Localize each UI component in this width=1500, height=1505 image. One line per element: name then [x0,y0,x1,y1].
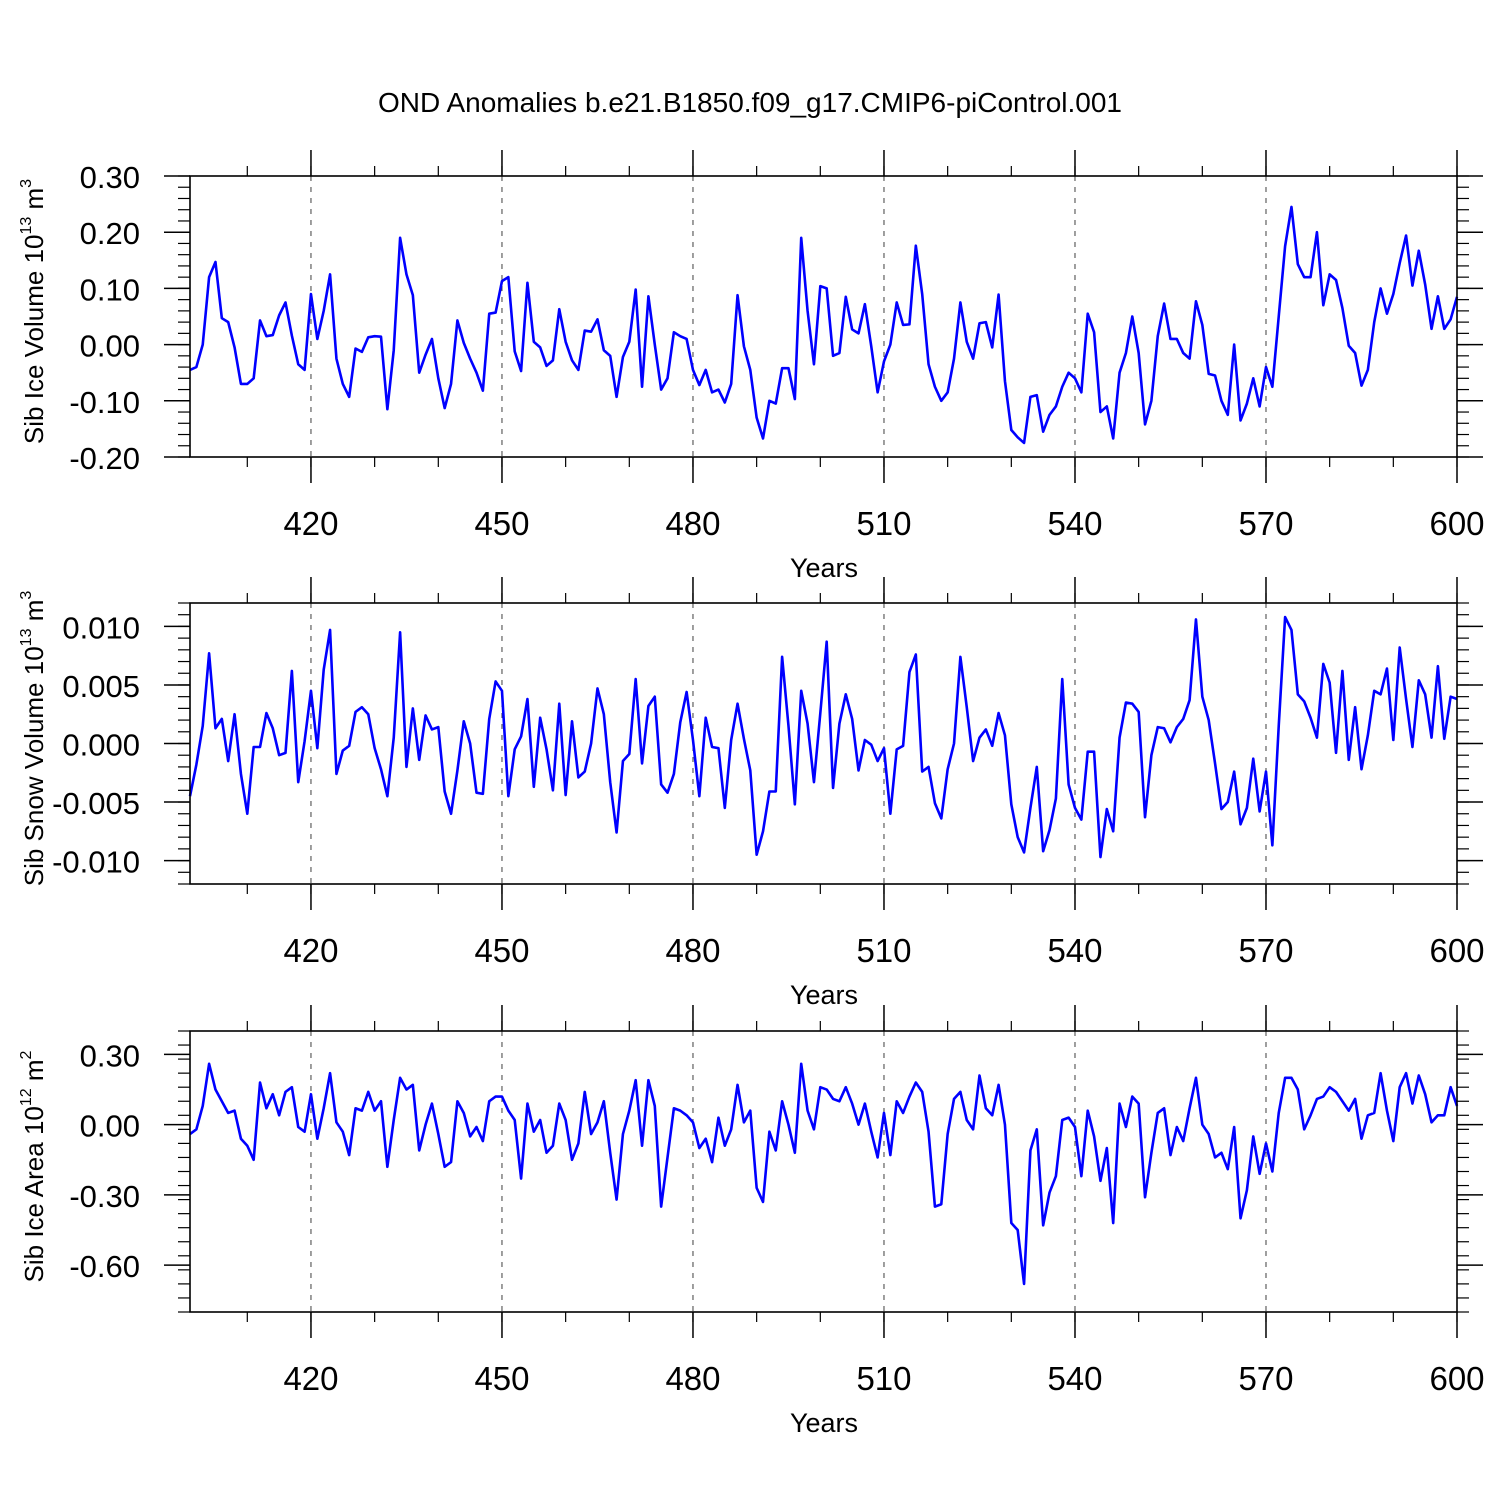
y-tick-label: 0.000 [62,728,140,763]
y-tick-label: 0.20 [80,216,140,251]
y-tick-label: -0.005 [52,786,140,821]
x-axis-label: Years [790,1408,858,1438]
y-axis-label-unit: m [19,188,49,217]
x-tick-label: 540 [1047,932,1102,969]
x-tick-label: 450 [474,1360,529,1397]
x-tick-label: 570 [1238,1360,1293,1397]
y-tick-label: 0.00 [80,329,140,364]
y-axis-label: Sib Ice Volume 1013 m3 [18,179,49,444]
y-tick-label: -0.010 [52,845,140,880]
x-tick-label: 450 [474,932,529,969]
x-tick-label: 510 [856,1360,911,1397]
plot-frame [189,1030,1458,1313]
y-axis-label-unit-exponent: 3 [18,179,35,188]
y-axis-label: Sib Ice Area 1012 m2 [18,1050,49,1282]
x-tick-label: 510 [856,505,911,542]
x-tick-label: 420 [283,505,338,542]
x-tick-label: 600 [1429,1360,1484,1397]
y-tick-label: 0.010 [62,610,140,645]
y-tick-label: 0.30 [80,160,140,195]
panel-1: 420 450 480 510 540 570 600 -0.20 -0.10 0.00 0.10 0… [18,150,1485,583]
y-tick-label: -0.10 [69,385,140,420]
series-line [189,205,1459,445]
panel-2: 420 450 480 510 540 570 600 -0.010 -0.005 0.000 0.… [18,577,1485,1010]
y-axis-label-exponent: 13 [18,628,35,646]
x-tick-label: 600 [1429,932,1484,969]
y-axis-label-unit-exponent: 3 [18,591,35,600]
x-tick-label: 480 [665,505,720,542]
plot-frame [189,602,1458,885]
y-tick-label: 0.30 [80,1038,140,1073]
y-axis-label-main: Sib Ice Area 10 [19,1106,49,1282]
y-axis-label-exponent: 13 [18,217,35,235]
y-axis-label-main: Sib Ice Volume 10 [19,235,49,445]
x-tick-label: 450 [474,505,529,542]
x-tick-label: 600 [1429,505,1484,542]
y-tick-label: 0.10 [80,272,140,307]
x-tick-label: 480 [665,932,720,969]
y-tick-label: 0.005 [62,669,140,704]
x-axis-label: Years [790,980,858,1010]
x-tick-label: 540 [1047,1360,1102,1397]
y-axis-label-exponent: 12 [18,1088,35,1106]
series-line [188,615,1458,859]
y-axis-label-main: Sib Snow Volume 10 [19,646,49,886]
y-tick-label: -0.60 [69,1249,140,1284]
panel-3: 420 450 480 510 540 570 600 -0.60 -0.30 0.00 0.30 Y… [18,1005,1485,1438]
y-tick-label: 0.00 [80,1109,140,1144]
y-axis-label: Sib Snow Volume 1013 m3 [18,591,49,887]
x-tick-label: 480 [665,1360,720,1397]
series-line [189,1062,1459,1286]
x-tick-label: 570 [1238,932,1293,969]
y-axis-label-unit: m [19,1059,49,1088]
main-title: OND Anomalies b.e21.B1850.f09_g17.CMIP6-… [378,87,1122,118]
y-tick-label: -0.30 [69,1179,140,1214]
x-tick-label: 570 [1238,505,1293,542]
x-axis-label: Years [790,553,858,583]
y-tick-label: -0.20 [69,441,140,476]
x-tick-label: 420 [283,932,338,969]
plot-frame [189,175,1458,458]
x-tick-label: 510 [856,932,911,969]
y-axis-label-unit: m [19,600,49,629]
x-tick-label: 420 [283,1360,338,1397]
y-axis-label-unit-exponent: 2 [18,1050,35,1059]
x-tick-label: 540 [1047,505,1102,542]
